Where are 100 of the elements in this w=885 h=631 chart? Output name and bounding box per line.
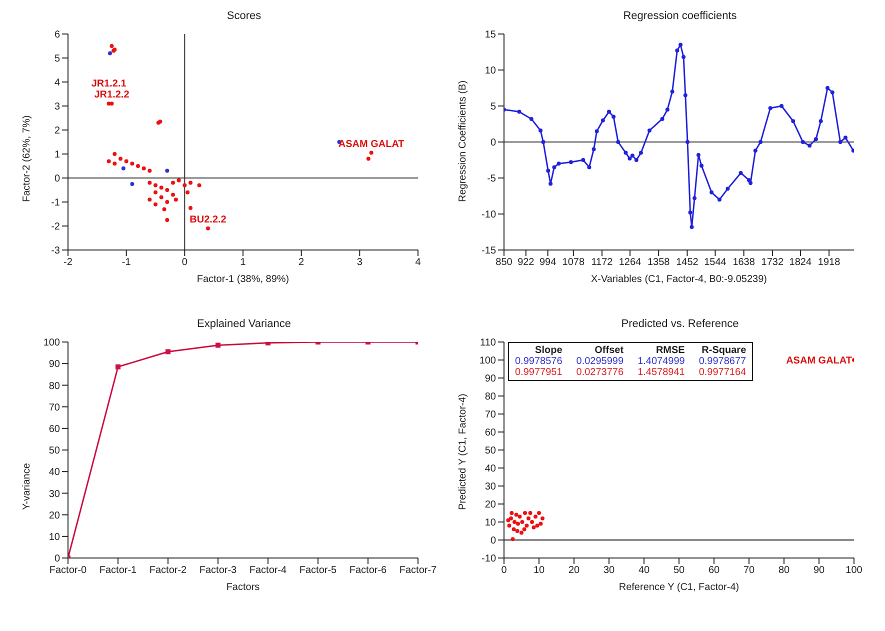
point — [515, 529, 520, 533]
point — [162, 207, 166, 212]
x-tick-label: 1264 — [618, 257, 642, 268]
annotation: BU2.2.2 — [190, 214, 227, 226]
point — [690, 224, 694, 229]
point — [136, 164, 140, 168]
y-tick-label: 30 — [484, 482, 496, 493]
point — [581, 158, 586, 162]
point — [541, 140, 546, 144]
point — [843, 136, 848, 140]
point — [594, 129, 599, 134]
x-tick-label: Factor-2 — [149, 565, 188, 576]
point — [791, 119, 796, 124]
point — [700, 164, 704, 168]
y-tick-label: 30 — [48, 488, 60, 500]
point — [692, 196, 697, 200]
point — [592, 147, 596, 152]
point — [607, 110, 611, 114]
x-tick-label: 30 — [603, 565, 615, 576]
x-axis-title: Factor-1 (38%, 89%) — [196, 274, 290, 285]
point — [509, 516, 513, 520]
x-tick-label: Factor-3 — [199, 565, 238, 576]
point — [516, 522, 520, 526]
chart-title: Scores — [226, 9, 262, 24]
y-tick-label: 90 — [48, 359, 60, 370]
x-tick-label: -2 — [64, 257, 73, 268]
point — [647, 128, 652, 132]
y-tick-label: 60 — [484, 428, 496, 439]
point — [526, 516, 530, 520]
x-tick-label: Factor-6 — [349, 565, 388, 576]
point — [524, 524, 529, 528]
x-tick-label: 40 — [638, 565, 650, 576]
point — [808, 144, 812, 148]
y-tick-label: 110 — [480, 338, 496, 349]
point — [121, 166, 126, 170]
point — [512, 520, 516, 524]
point — [753, 148, 758, 153]
point — [628, 156, 632, 161]
y-axis-title: Y-variance — [22, 462, 33, 510]
point — [116, 364, 120, 370]
x-axis-title: Factors — [226, 582, 260, 593]
y-tick-label: 0 — [490, 536, 496, 547]
x-tick-label: 90 — [813, 565, 825, 576]
point — [660, 116, 664, 121]
x-tick-label: 100 — [846, 565, 863, 576]
point — [616, 140, 620, 144]
y-tick-label: -1 — [51, 198, 60, 209]
point — [665, 108, 670, 112]
point — [838, 140, 842, 144]
point — [710, 190, 714, 194]
point — [514, 512, 518, 517]
point — [188, 206, 192, 210]
y-tick-label: -2 — [51, 222, 60, 233]
point — [624, 150, 628, 155]
point — [206, 226, 210, 230]
point — [528, 511, 532, 515]
point — [678, 42, 683, 47]
chart-title: Explained Variance — [196, 317, 292, 332]
point — [165, 168, 170, 173]
point — [612, 114, 616, 119]
x-tick-label: 1544 — [704, 257, 727, 268]
y-axis-title: Regression Coefficients (B) — [458, 80, 469, 202]
point — [171, 180, 175, 185]
y-tick-label: 80 — [484, 392, 496, 403]
point — [154, 183, 158, 188]
y-tick-label: 5 — [490, 102, 496, 113]
point — [587, 165, 592, 170]
point — [552, 165, 556, 170]
x-tick-label: 1732 — [761, 257, 784, 268]
point — [186, 190, 190, 194]
x-tick-label: 50 — [673, 565, 685, 576]
y-tick-label: 1 — [54, 150, 60, 161]
point — [748, 181, 753, 186]
point — [634, 158, 638, 162]
point — [826, 86, 830, 90]
point — [638, 150, 643, 155]
point — [758, 140, 763, 144]
annotation: 0.9977951 — [515, 367, 562, 378]
point — [510, 537, 515, 542]
point — [154, 202, 158, 206]
point — [556, 162, 561, 166]
x-tick-label: 1358 — [647, 257, 670, 268]
y-tick-label: 90 — [484, 374, 496, 385]
point — [106, 159, 111, 164]
x-tick-label: Factor-7 — [399, 565, 438, 576]
point — [112, 162, 117, 166]
y-tick-label: 4 — [54, 78, 60, 89]
point — [369, 150, 374, 155]
annotation: 0.0273776 — [576, 367, 624, 378]
x-tick-label: 0 — [501, 565, 508, 576]
y-axis-title: Predicted Y (C1, Factor-4) — [458, 394, 469, 510]
point — [523, 511, 527, 515]
point — [851, 148, 854, 153]
point — [110, 44, 114, 48]
point — [682, 55, 686, 60]
point — [520, 520, 524, 524]
point — [159, 186, 164, 190]
point — [130, 182, 134, 186]
y-tick-label: -15 — [482, 246, 496, 257]
point — [800, 140, 805, 144]
